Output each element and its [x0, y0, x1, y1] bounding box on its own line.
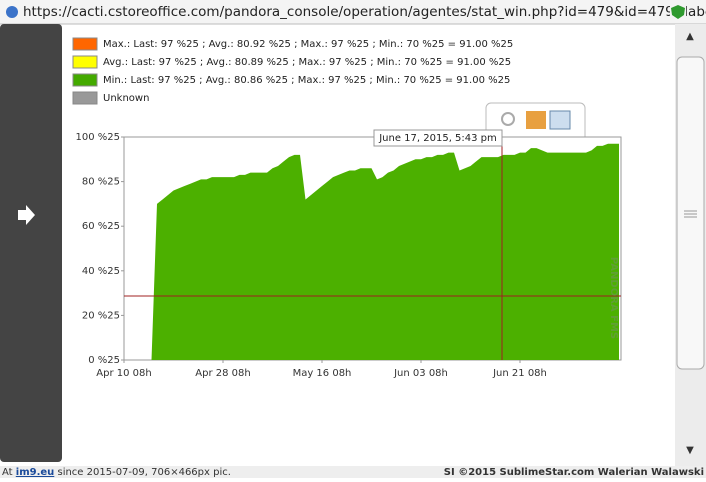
x-tick-label: Jun 03 08h	[393, 368, 448, 379]
footer-bar	[0, 466, 706, 478]
footer-prefix: At	[2, 467, 13, 478]
graph-icon-2[interactable]	[549, 110, 571, 130]
security-icon	[671, 5, 685, 19]
expand-arrow[interactable]	[18, 205, 35, 225]
tooltip: June 17, 2015, 5:43 pm	[378, 133, 497, 144]
y-tick-label: 60 %25	[82, 221, 120, 232]
address-bar	[0, 0, 706, 24]
area	[124, 143, 619, 360]
y-tick-label: 100 %25	[76, 132, 121, 143]
url[interactable]: https://cacti.cstoreoffice.com/pandora_c…	[23, 4, 706, 20]
scroll-up[interactable]: ▲	[686, 31, 694, 42]
scroll-thumb[interactable]	[676, 56, 705, 370]
graph-icon[interactable]	[526, 111, 546, 129]
y-tick-label: 20 %25	[82, 310, 120, 321]
legend-label: Max.: Last: 97 %25 ; Avg.: 80.92 %25 ; M…	[103, 39, 513, 50]
legend-swatch	[72, 73, 98, 87]
footer-suffix: since 2015-07-09, 706×466px pic.	[57, 467, 230, 478]
scroll-down[interactable]: ▼	[686, 445, 694, 456]
thumb-grip	[684, 210, 697, 218]
y-tick-label: 40 %25	[82, 266, 120, 277]
x-tick-label: May 16 08h	[293, 368, 352, 379]
legend-swatch	[72, 55, 98, 69]
y-tick-label: 0 %25	[88, 355, 120, 366]
footer-link[interactable]: im9.eu	[16, 467, 55, 478]
footer-left: At im9.eu since 2015-07-09, 706×466px pi…	[2, 467, 231, 478]
x-tick-label: Jun 21 08h	[492, 368, 547, 379]
zoom-icon[interactable]	[501, 112, 515, 126]
x-tick-label: Apr 10 08h	[96, 368, 151, 379]
side-panel	[0, 24, 62, 462]
legend-swatch	[72, 37, 98, 51]
watermark: PANDORA FMS	[608, 257, 619, 339]
legend-label: Min.: Last: 97 %25 ; Avg.: 80.86 %25 ; M…	[103, 75, 510, 86]
legend-swatch	[72, 91, 98, 105]
legend-label: Unknown	[103, 93, 149, 104]
x-tick-label: Apr 28 08h	[195, 368, 250, 379]
y-tick-label: 80 %25	[82, 177, 120, 188]
footer-right: SI ©2015 SublimeStar.com Walerian Walaws…	[444, 467, 704, 478]
site-icon	[6, 6, 18, 18]
tooltip-box	[373, 129, 503, 147]
legend-label: Avg.: Last: 97 %25 ; Avg.: 80.89 %25 ; M…	[103, 57, 511, 68]
